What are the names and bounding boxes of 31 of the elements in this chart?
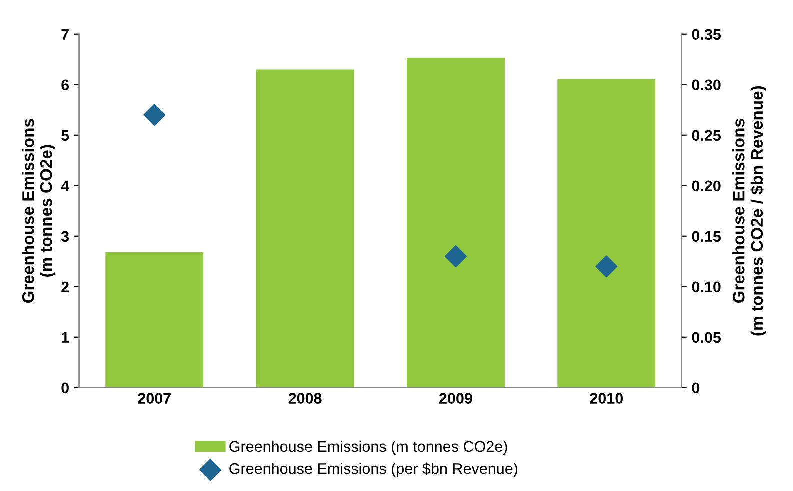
y-tick-label: 6: [62, 80, 70, 91]
bar: [256, 70, 354, 388]
y-tick-label: 4: [61, 180, 70, 192]
bar: [106, 252, 204, 388]
point: [444, 246, 467, 268]
y2-tick-label: 0.35: [692, 29, 722, 40]
y2-tick-label: 0.15: [692, 231, 722, 242]
y-tick-label: 7: [62, 29, 69, 40]
y2-tick-label: 0.30: [692, 80, 721, 91]
y-tick-label: 0: [62, 382, 69, 394]
y-tick-label: 3: [61, 231, 70, 242]
y2-tick-label: 0.20: [692, 180, 721, 192]
bar: [558, 79, 656, 388]
y2-tick-label: 0: [692, 382, 700, 394]
y-axis-title: Greenhouse Emissions (m tonnes CO2e): [22, 119, 56, 304]
legend-label: Greenhouse Emissions (m tonnes CO2e): [230, 440, 508, 456]
legend-label: Greenhouse Emissions (per $bn Revenue): [230, 462, 518, 478]
x-tick-label: 2009: [440, 393, 472, 404]
y2-tick-label: 0.05: [692, 332, 722, 344]
point: [144, 104, 166, 126]
x-tick-label: 2008: [288, 393, 322, 404]
y-tick-label: 5: [62, 130, 70, 142]
bar: [407, 58, 505, 388]
y-tick-label: 1: [62, 332, 70, 343]
x-tick-label: 2010: [590, 393, 624, 404]
x-tick-label: 2007: [138, 393, 171, 404]
y2-tick-label: 0.10: [692, 282, 721, 293]
point: [596, 256, 618, 278]
y2-axis-title: Greenhouse Emissions (m tonnes CO2e / $bn Revenue): [732, 86, 766, 336]
y2-tick-label: 0.25: [692, 130, 722, 142]
y-tick-label: 2: [62, 282, 69, 292]
